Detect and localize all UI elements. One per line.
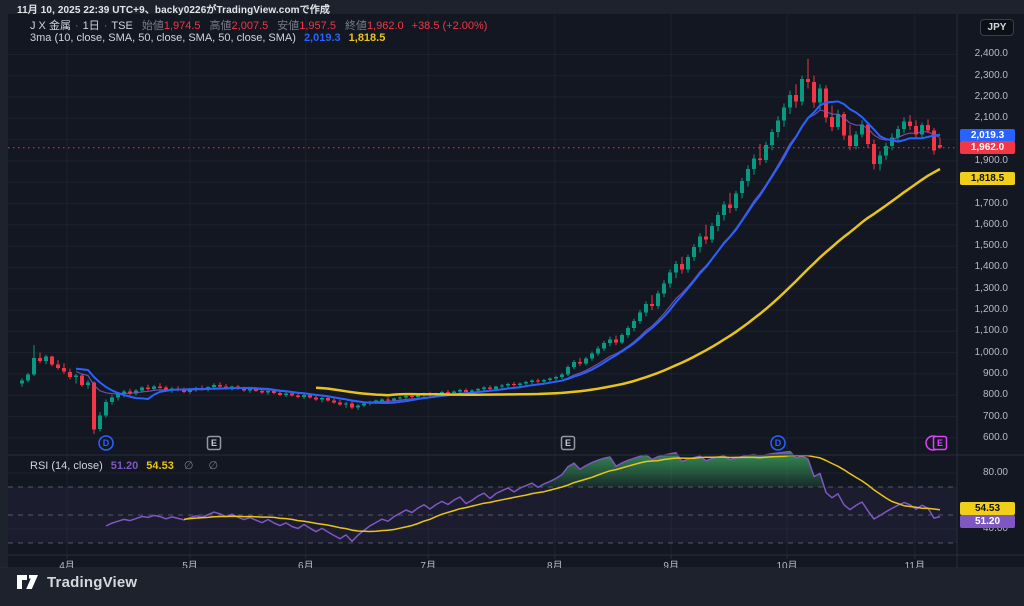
open-value: 1,974.5: [163, 20, 201, 32]
footer-bar: TradingView: [0, 568, 1024, 606]
time-tick: 10月: [776, 561, 798, 572]
time-axis[interactable]: [8, 555, 957, 568]
low-label: 安値: [277, 20, 300, 32]
last-price-label: 1,962.0: [960, 141, 1015, 155]
price-tick: 1,000.0: [974, 346, 1008, 358]
price-tick: 2,200.0: [974, 91, 1008, 102]
symbol-interval: 1日: [82, 20, 100, 32]
time-tick: 11月: [904, 561, 925, 572]
rsi-ma-label: 54.53: [960, 502, 1015, 516]
price-tick: 700.0: [982, 410, 1008, 422]
price-tick: 1,900.0: [974, 154, 1008, 166]
rsi-ma-value: 54.53: [146, 460, 174, 472]
price-tick: 1,600.0: [974, 218, 1008, 230]
open-label: 始値: [141, 20, 164, 32]
time-tick: 4月: [59, 561, 75, 572]
high-value: 2,007.5: [231, 20, 269, 32]
rsi-tick: 40.00: [982, 523, 1008, 534]
low-value: 1,957.5: [299, 20, 336, 32]
close-label: 終値: [344, 20, 367, 32]
ma50-price-label: 1,818.5: [960, 171, 1015, 185]
time-tick: 8月: [547, 561, 563, 572]
legend-separator: ·: [74, 20, 79, 32]
time-tick: 6月: [298, 561, 314, 572]
rsi-null-icons: ∅ ∅: [183, 460, 225, 472]
ma-indicator-title: 3ma (10, close, SMA, 50, close, SMA, 50,…: [30, 32, 296, 44]
tradingview-logo-text: TradingView: [47, 573, 138, 591]
ma10-price-label: 2,019.3: [960, 129, 1015, 142]
change-value: +38.5 (+2.00%): [411, 20, 488, 32]
time-tick: 7月: [420, 561, 436, 572]
chart-background: [8, 14, 1024, 568]
tradingview-logo[interactable]: TradingView: [16, 573, 1024, 591]
ma50-value: 1,818.5: [348, 32, 386, 44]
price-tick: 2,400.0: [974, 48, 1008, 60]
price-tick: 1,200.0: [974, 304, 1008, 315]
price-tick: 1,300.0: [974, 282, 1008, 294]
price-tick: 600.0: [982, 431, 1008, 443]
rsi-tick: 80.00: [982, 467, 1008, 478]
close-value: 1,962.0: [366, 20, 404, 32]
currency-button[interactable]: JPY: [980, 19, 1014, 36]
symbol-legend[interactable]: J X 金属 · 1日 · TSE 始値1,974.5 高値2,007.5 安値1,957.5…: [30, 17, 487, 33]
snapshot-attribution: 11月 10, 2025 22:39 UTC+9、backy0226がTradi…: [17, 5, 330, 16]
symbol-exchange: TSE: [111, 20, 133, 32]
rsi-value: 51.20: [110, 460, 139, 472]
price-tick: 2,100.0: [974, 112, 1008, 124]
attribution-bar: 11月 10, 2025 22:39 UTC+9、backy0226がTradi…: [0, 0, 1024, 16]
price-tick: 1,400.0: [974, 261, 1008, 273]
symbol-title: J X 金属: [30, 20, 71, 32]
legend-separator: ·: [103, 20, 108, 32]
rsi-value-label: 51.20: [960, 515, 1015, 529]
price-tick: 800.0: [982, 389, 1008, 401]
price-tick: 1,500.0: [974, 240, 1008, 252]
price-tick: 1,100.0: [974, 325, 1008, 337]
ma-legend[interactable]: 3ma (10, close, SMA, 50, close, SMA, 50,…: [30, 32, 385, 44]
price-tick: 2,300.0: [974, 69, 1008, 81]
time-tick: 5月: [182, 561, 198, 572]
time-tick: 9月: [663, 561, 679, 572]
high-label: 高値: [209, 20, 232, 32]
tradingview-logo-icon: [17, 575, 38, 589]
price-tick: 1,700.0: [974, 197, 1008, 209]
ma10-value: 2,019.3: [303, 32, 341, 44]
rsi-legend[interactable]: RSI (14, close) 51.20 54.53 ∅ ∅: [30, 459, 224, 472]
rsi-indicator-title: RSI (14, close): [30, 460, 103, 472]
price-tick: 900.0: [982, 367, 1008, 379]
